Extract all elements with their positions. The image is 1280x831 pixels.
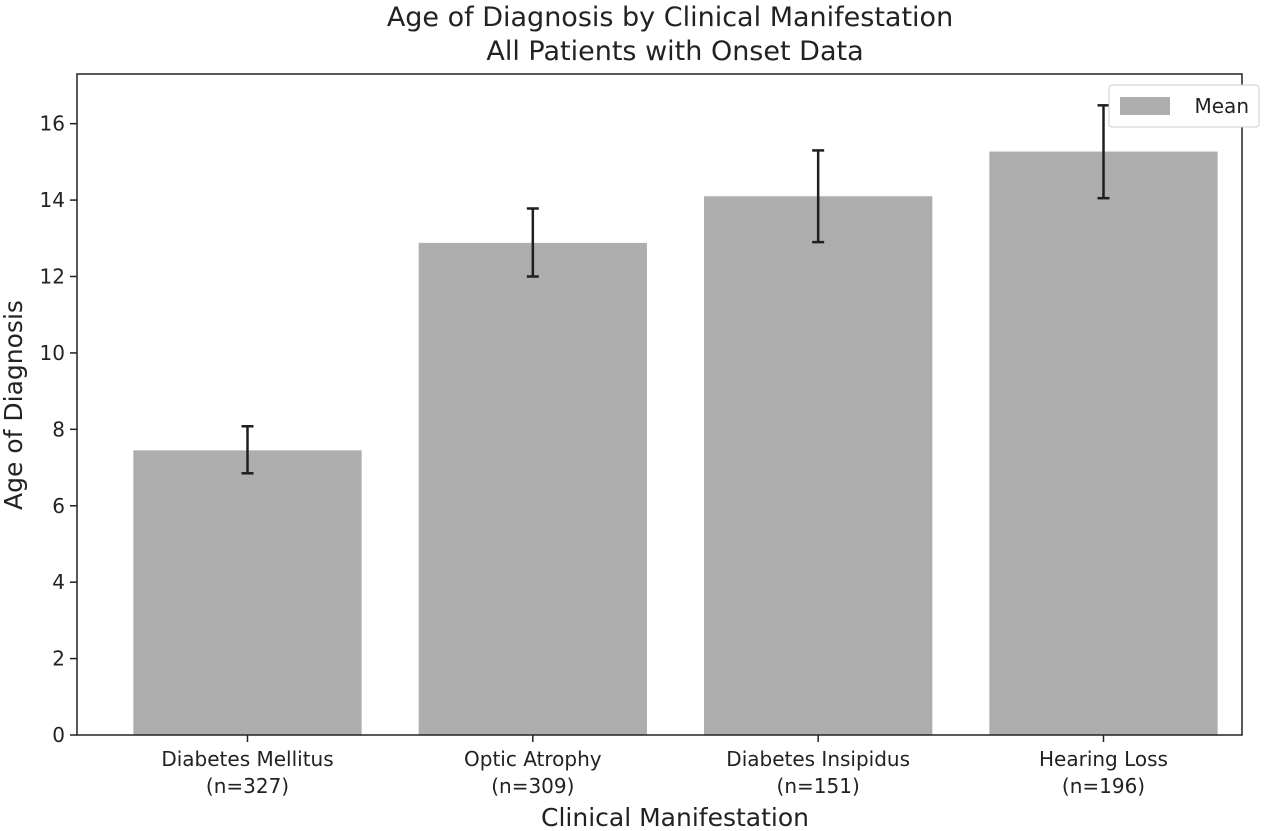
y-axis-label: Age of Diagnosis: [0, 300, 28, 510]
x-tick-count-label: (n=151): [777, 774, 860, 798]
chart-title: Age of Diagnosis by Clinical Manifestati…: [387, 2, 953, 33]
y-tick-label: 2: [52, 647, 65, 671]
x-tick-count-label: (n=327): [206, 774, 289, 798]
x-tick-label: Optic Atrophy: [464, 747, 602, 771]
x-tick-count-label: (n=309): [491, 774, 574, 798]
plot-frame: [76, 73, 1243, 736]
y-tick-label: 8: [52, 417, 65, 441]
bar: [418, 242, 647, 736]
y-tick-label: 0: [52, 723, 65, 747]
x-tick-label: Diabetes Insipidus: [726, 747, 910, 771]
legend-box: [1108, 84, 1260, 128]
y-tick-label: 10: [40, 341, 65, 365]
legend: Mean: [1108, 84, 1260, 128]
y-tick-label: 16: [40, 112, 65, 136]
bar: [704, 196, 933, 736]
error-bars-layer: [241, 104, 1110, 475]
x-axis-label: Clinical Manifestation: [541, 803, 809, 831]
bar: [989, 151, 1218, 735]
y-tick-label: 6: [52, 494, 65, 518]
x-tick-label: Diabetes Mellitus: [161, 747, 333, 771]
x-tick-count-label: (n=196): [1062, 774, 1145, 798]
x-tick-label: Hearing Loss: [1039, 747, 1168, 771]
x-axis-ticks: Diabetes Mellitus (n=327) Optic Atrophy (n=…: [161, 735, 1168, 798]
y-tick-label: 12: [40, 265, 65, 289]
y-axis-ticks: 0 2 4 6 8 10 12 14 16: [40, 112, 77, 747]
y-tick-label: 14: [40, 188, 65, 212]
chart-subtitle: All Patients with Onset Data: [486, 36, 863, 67]
bars-layer: [133, 151, 1218, 736]
y-tick-label: 4: [52, 570, 65, 594]
legend-label: Mean: [1195, 94, 1250, 118]
legend-swatch: [1120, 97, 1170, 115]
bar: [133, 450, 362, 735]
